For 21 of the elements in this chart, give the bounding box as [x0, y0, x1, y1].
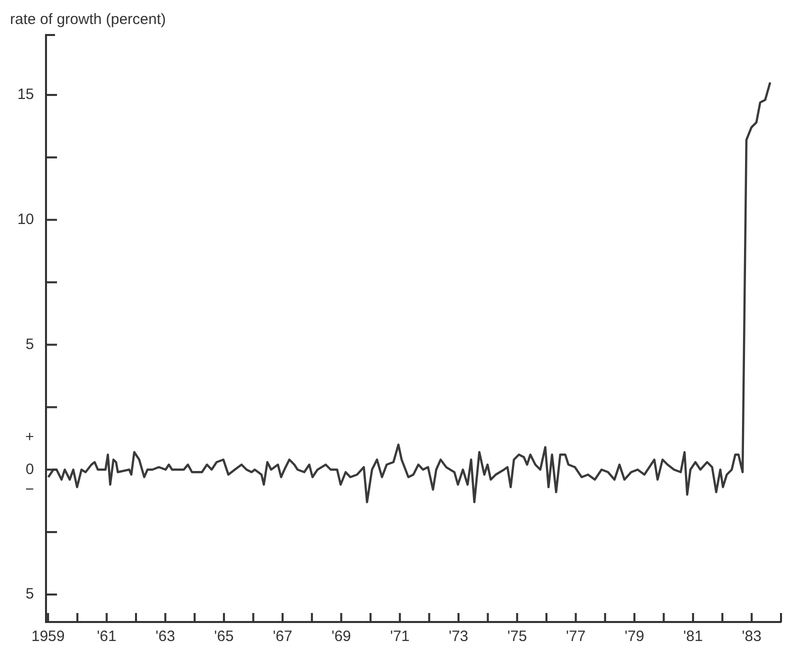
- x-tick-label: '83: [742, 628, 762, 646]
- y-axis-title: rate of growth (percent): [10, 11, 166, 28]
- y-tick-label: 0: [26, 460, 34, 478]
- x-tick-label: '71: [390, 628, 410, 646]
- y-tick-label: 5: [26, 336, 34, 353]
- y-tick-label: 15: [17, 86, 34, 104]
- y-tick-label: 5: [26, 586, 34, 603]
- x-tick-label: '61: [96, 628, 116, 646]
- x-tick-label: '81: [683, 628, 703, 646]
- x-tick-label: '63: [156, 628, 176, 646]
- x-tick-label: 1959: [31, 628, 65, 646]
- x-tick-label: '69: [331, 628, 352, 646]
- y-tick-label: +: [25, 428, 34, 446]
- x-tick-label: '67: [272, 628, 292, 646]
- x-tick-label: '77: [566, 628, 586, 646]
- x-tick-label: '75: [507, 628, 527, 646]
- y-tick-label: 10: [17, 210, 34, 228]
- x-tick-label: '65: [214, 628, 234, 646]
- y-tick-label: −: [25, 480, 34, 498]
- x-tick-label: '73: [448, 628, 468, 646]
- x-tick-label: '79: [624, 628, 644, 646]
